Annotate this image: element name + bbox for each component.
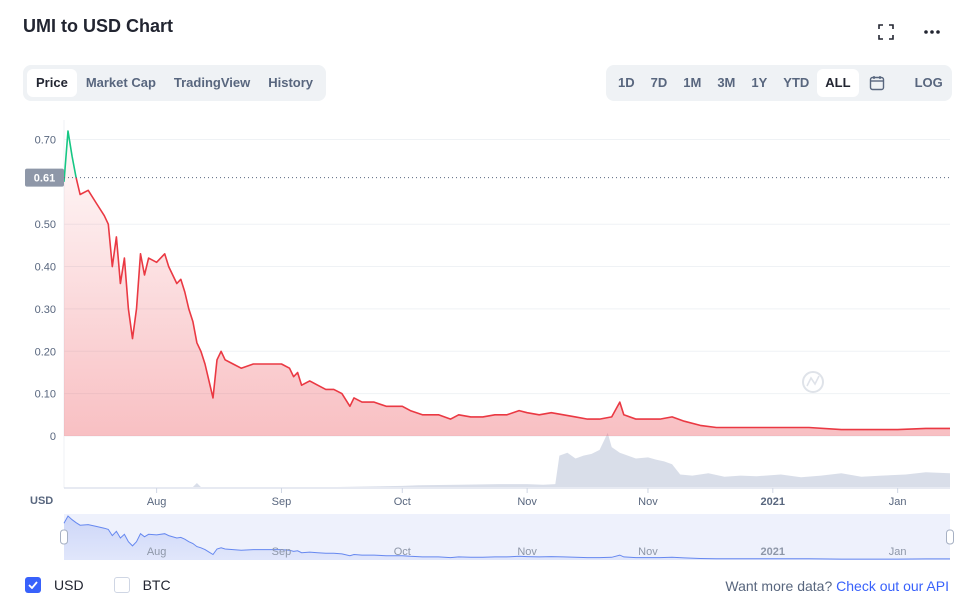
page-title: UMI to USD Chart	[23, 16, 173, 36]
current-price-label: 0.61	[34, 173, 55, 185]
api-promo: Want more data? Check out our API	[725, 578, 949, 594]
range-all[interactable]: ALL	[817, 69, 859, 97]
y-tick-label: 0.20	[35, 346, 56, 358]
navigator-tick-label: Nov	[517, 546, 537, 558]
watermark-logo	[802, 371, 824, 393]
y-tick-label: 0.70	[35, 134, 56, 146]
range-ytd[interactable]: YTD	[783, 75, 810, 90]
navigator-background	[64, 514, 950, 560]
navigator-tick-label: Oct	[394, 546, 411, 558]
navigator-tick-label: Sep	[272, 546, 292, 558]
x-axis: Aug Sep Oct Nov Nov 2021 Jan	[147, 488, 907, 508]
x-tick-label: 2021	[761, 496, 785, 508]
price-area	[64, 131, 950, 436]
usd-checkbox[interactable]	[25, 577, 41, 593]
range-navigator[interactable]: Aug Sep Oct Nov Nov 2021 Jan	[60, 514, 954, 560]
tab-tradingview[interactable]: TradingView	[173, 75, 251, 90]
volume-bars	[64, 432, 950, 487]
x-tick-label: Oct	[394, 496, 411, 508]
log-toggle[interactable]: LOG	[914, 75, 943, 90]
y-tick-label: 0.30	[35, 304, 56, 316]
navigator-line	[63, 515, 950, 560]
navigator-tick-label: Nov	[638, 546, 658, 558]
usd-label: USD	[54, 577, 84, 593]
current-price-tag: 0.61	[25, 168, 950, 187]
navigator-tick-label: Aug	[147, 546, 167, 558]
range-1m[interactable]: 1M	[683, 75, 702, 90]
x-tick-label: Aug	[147, 496, 167, 508]
x-tick-label: Jan	[889, 496, 907, 508]
volume-area	[64, 432, 950, 487]
more-horizontal-icon[interactable]	[922, 22, 942, 42]
calendar-icon[interactable]	[859, 69, 895, 97]
api-prefix: Want more data?	[725, 578, 833, 594]
range-tabs: 1D 7D 1M 3M 1Y YTD ALL LOG	[606, 65, 952, 101]
navigator-tick-label: 2021	[761, 546, 785, 558]
navigator-tick-label: Jan	[889, 546, 907, 558]
navigator-handle[interactable]	[946, 529, 954, 545]
range-1y[interactable]: 1Y	[751, 75, 768, 90]
y-tick-label: 0.50	[35, 219, 56, 231]
range-1d[interactable]: 1D	[618, 75, 635, 90]
currency-toggles: USD BTC	[25, 577, 171, 593]
y-axis: 0.70 0.50 0.40 0.30 0.20 0.10 0 USD	[30, 134, 56, 507]
x-tick-label: Nov	[517, 496, 537, 508]
price-chart[interactable]: 0.70 0.50 0.40 0.30 0.20 0.10 0 USD Aug Sep Oct No…	[0, 110, 960, 572]
navigator-area	[64, 516, 950, 560]
x-tick-label: Sep	[272, 496, 292, 508]
tab-price[interactable]: Price	[27, 69, 77, 97]
price-area-fill	[64, 131, 950, 436]
x-tick-label: Nov	[638, 496, 658, 508]
y-tick-label: 0.40	[35, 262, 56, 274]
price-line	[63, 130, 950, 431]
btc-label: BTC	[142, 577, 171, 593]
header-actions	[876, 22, 942, 42]
current-price-badge	[25, 168, 64, 187]
tab-history[interactable]: History	[268, 75, 314, 90]
api-link[interactable]: Check out our API	[836, 578, 949, 594]
btc-checkbox[interactable]	[113, 577, 130, 593]
tab-market-cap[interactable]: Market Cap	[85, 75, 156, 90]
fullscreen-icon[interactable]	[876, 22, 896, 42]
navigator-handle[interactable]	[60, 529, 68, 545]
range-3m[interactable]: 3M	[717, 75, 736, 90]
y-axis-unit: USD	[30, 495, 53, 507]
y-tick-label: 0	[50, 431, 56, 443]
price-line-segment	[63, 130, 77, 182]
range-7d[interactable]: 7D	[650, 75, 668, 90]
chart-type-tabs: Price Market Cap TradingView History	[23, 65, 327, 101]
price-line-segment	[75, 177, 950, 431]
y-tick-label: 0.10	[35, 389, 56, 401]
